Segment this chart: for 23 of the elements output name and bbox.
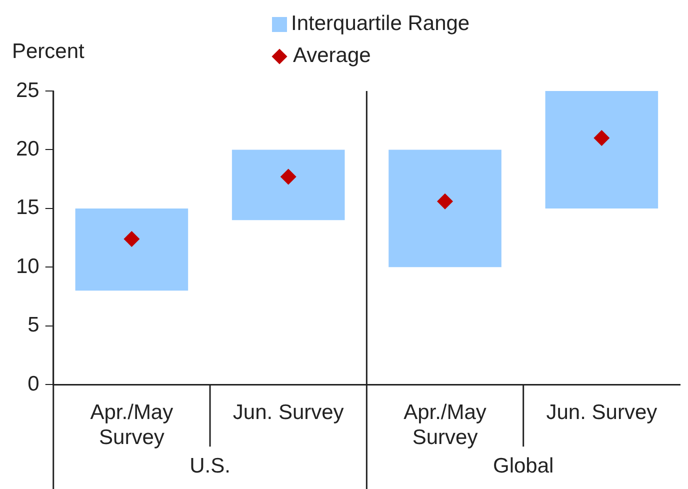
text: Global <box>492 454 554 478</box>
x-tick-label: Jun. Survey <box>232 400 344 424</box>
legend-label: Average <box>293 43 371 69</box>
x-tick-label: Jun. Survey <box>546 400 658 424</box>
point <box>437 193 454 210</box>
y-tick-label: 25 <box>16 78 40 102</box>
y-tick-label: 5 <box>28 314 40 337</box>
x-tick-label: Apr./May Survey <box>404 400 487 450</box>
text: U.S. <box>190 454 230 478</box>
bar <box>545 91 658 208</box>
bar <box>232 150 345 220</box>
point <box>124 230 140 247</box>
y-tick-label: 10 <box>16 254 40 278</box>
y-axis-title: Percent <box>12 40 84 64</box>
point <box>280 168 296 185</box>
bar <box>388 150 502 268</box>
y-tick-label: 20 <box>16 138 40 161</box>
y-tick-label: 0 <box>28 372 40 396</box>
bar <box>75 208 188 291</box>
y-tick-label: 15 <box>16 196 40 220</box>
point <box>594 130 610 146</box>
legend-label: Interquartile Range <box>291 11 470 37</box>
x-tick-label: Apr./May Survey <box>90 400 174 450</box>
